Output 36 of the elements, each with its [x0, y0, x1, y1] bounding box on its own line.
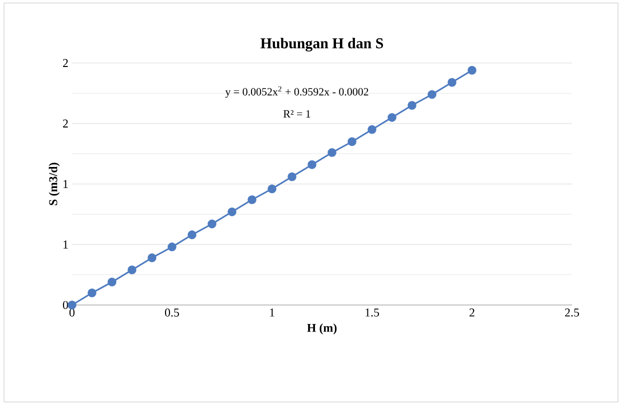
point: [248, 195, 256, 204]
point: [428, 90, 436, 99]
point: [68, 300, 76, 310]
annotation: R² = 1: [283, 110, 310, 118]
point: [208, 220, 216, 228]
x-axis-title: H (m): [307, 323, 337, 334]
x-tick-label: 2: [470, 308, 474, 316]
point: [168, 242, 176, 252]
point: [268, 184, 276, 194]
point: [448, 78, 456, 87]
point: [228, 207, 236, 216]
point: [88, 288, 96, 298]
point: [348, 137, 356, 146]
point: [388, 113, 396, 122]
point: [308, 160, 316, 170]
point: [328, 148, 336, 157]
chart-title: Hubungan H dan S: [260, 38, 384, 52]
x-tick-label: 1.5: [366, 308, 380, 317]
y-tick-label: 1: [64, 240, 68, 248]
point: [128, 266, 136, 274]
x-tick-label: 2.5: [565, 308, 580, 317]
point: [188, 230, 196, 240]
y-tick-label: 1: [64, 180, 68, 188]
x-tick-label: 1: [270, 308, 274, 316]
point: [408, 100, 416, 110]
y-tick-label: 2: [63, 59, 68, 67]
point: [368, 125, 376, 134]
y-tick-label: 0: [62, 300, 68, 310]
y-tick-label: 2: [63, 120, 68, 128]
point: [148, 253, 156, 262]
point: [108, 278, 116, 286]
point: [288, 172, 296, 182]
x-tick-label: 0.5: [164, 308, 180, 317]
y-axis-title: S (m3/d): [48, 162, 60, 206]
annotation: y = 0.0052x$^{2}$ + 0.9592x - 0.0002: [225, 86, 368, 98]
point: [468, 66, 476, 75]
